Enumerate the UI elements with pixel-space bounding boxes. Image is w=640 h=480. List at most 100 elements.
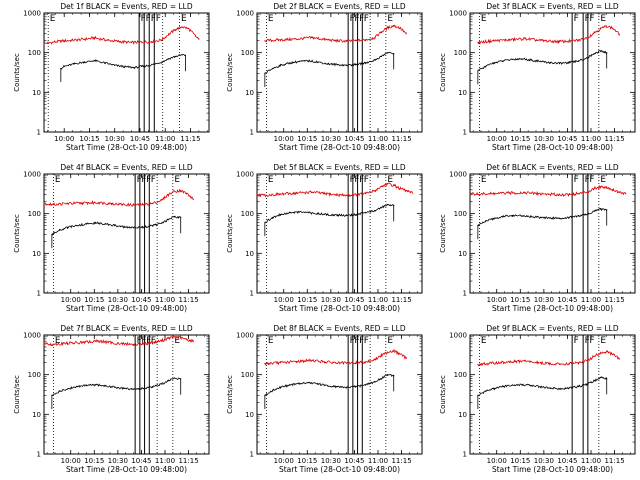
lld-data-point <box>355 194 357 196</box>
marker-label: F <box>354 175 359 185</box>
events-data-point <box>134 67 136 69</box>
events-data-point <box>104 62 106 64</box>
lld-data-point <box>51 203 53 206</box>
lld-data-point <box>98 340 100 342</box>
y-axis-title: Counts/sec <box>226 214 234 253</box>
lld-data-point <box>393 350 395 352</box>
marker-label: F <box>364 175 369 185</box>
events-series-line <box>60 53 186 70</box>
lld-data-point <box>548 363 550 365</box>
panel-title: Det 5f BLACK = Events, RED = LLD <box>273 163 406 172</box>
x-tick-label: 10:45 <box>131 296 151 304</box>
x-tick-label: 11:00 <box>155 457 175 465</box>
lld-data-point <box>174 29 176 31</box>
lld-data-point <box>577 193 580 195</box>
events-data-point <box>327 63 329 65</box>
panel-title: Det 9f BLACK = Events, RED = LLD <box>486 324 619 333</box>
y-tick-label: 10 <box>32 89 41 97</box>
events-data-point <box>521 384 523 386</box>
lld-data-point <box>612 189 614 191</box>
events-data-point <box>308 60 310 62</box>
marker-label: F <box>364 14 369 24</box>
detector-panel: Det 6f BLACK = Events, RED = LLD 1 10 100 10… <box>439 163 636 313</box>
marker-label: F <box>359 336 364 346</box>
x-axis-title: Start Time (28-Oct-10 09:48:00) <box>66 465 187 474</box>
lld-data-point <box>537 39 539 41</box>
lld-data-point <box>599 352 602 354</box>
lld-data-point <box>364 361 366 363</box>
lld-data-point <box>346 194 348 196</box>
lld-data-point <box>280 39 282 41</box>
x-tick-label: 10:15 <box>510 296 530 304</box>
y-tick-label: 1000 <box>449 332 467 340</box>
events-data-point <box>289 384 291 386</box>
events-data-point <box>521 58 523 60</box>
lld-data-point <box>606 25 608 27</box>
events-data-point <box>577 386 580 388</box>
events-data-point <box>559 388 561 390</box>
detector-panel: Det 4f BLACK = Events, RED = LLD 1 10 100 10… <box>13 163 210 313</box>
detector-panel: Det 7f BLACK = Events, RED = LLD 1 10 100 10… <box>13 324 210 474</box>
marker-label: E <box>387 175 393 185</box>
events-data-point <box>93 60 96 62</box>
x-tick-label: 11:00 <box>368 135 388 143</box>
events-data-point <box>568 62 570 64</box>
marker-label: E <box>174 175 180 185</box>
lld-data-point <box>399 27 401 29</box>
events-data-point <box>73 63 75 65</box>
x-tick-label: 11:00 <box>581 457 601 465</box>
lld-data-point <box>181 26 183 28</box>
events-data-point <box>485 65 487 67</box>
events-data-point <box>181 54 183 56</box>
marker-label: F <box>574 336 579 346</box>
panel-title: Det 2f BLACK = Events, RED = LLD <box>273 2 406 11</box>
lld-data-point <box>43 202 45 205</box>
lld-data-point <box>82 202 84 204</box>
events-data-point <box>76 386 78 388</box>
lld-data-point <box>537 362 539 364</box>
marker-label: F <box>350 175 355 185</box>
y-tick-label: 1 <box>463 290 467 298</box>
events-data-point <box>59 229 61 231</box>
events-data-point <box>124 66 126 68</box>
lld-data-point <box>67 342 69 344</box>
marker-label: F <box>137 175 142 185</box>
events-data-point <box>599 376 602 379</box>
lld-data-point <box>364 193 366 195</box>
events-data-point <box>559 62 561 64</box>
lld-series-line <box>477 349 620 367</box>
lld-data-point <box>355 362 357 364</box>
plot-frame <box>469 12 636 133</box>
lld-data-point <box>198 38 200 40</box>
detector-panel: Det 8f BLACK = Events, RED = LLD 1 10 100 10… <box>226 324 423 474</box>
y-tick-label: 10 <box>32 250 41 258</box>
marker-label: E <box>268 336 274 346</box>
panel-title: Det 4f BLACK = Events, RED = LLD <box>60 163 193 172</box>
lld-data-point <box>133 204 135 206</box>
lld-data-point <box>335 194 337 196</box>
lld-data-point <box>493 40 495 42</box>
y-tick-label: 1000 <box>236 171 254 179</box>
events-data-point <box>168 58 170 60</box>
marker-label: F <box>151 336 156 346</box>
lld-data-point <box>311 37 313 39</box>
lld-data-point <box>311 359 313 361</box>
events-data-point <box>85 384 87 386</box>
detector-panel: Det 3f BLACK = Events, RED = LLD 1 10 100 10… <box>439 2 636 152</box>
lld-data-point <box>355 40 357 42</box>
panel-title: Det 1f BLACK = Events, RED = LLD <box>60 2 193 11</box>
events-data-point <box>485 390 487 392</box>
events-series-line <box>477 50 607 71</box>
events-data-point <box>308 212 310 214</box>
marker-label: F <box>141 14 146 24</box>
events-data-point <box>317 383 319 385</box>
events-data-point <box>114 64 116 66</box>
lld-data-point <box>386 351 388 353</box>
marker-label: F <box>354 336 359 346</box>
events-data-point <box>174 55 176 58</box>
lld-data-point <box>364 39 366 41</box>
x-tick-label: 10:45 <box>557 135 577 143</box>
y-tick-label: 1 <box>250 451 254 459</box>
marker-label: F <box>354 14 359 24</box>
events-data-point <box>95 384 97 386</box>
